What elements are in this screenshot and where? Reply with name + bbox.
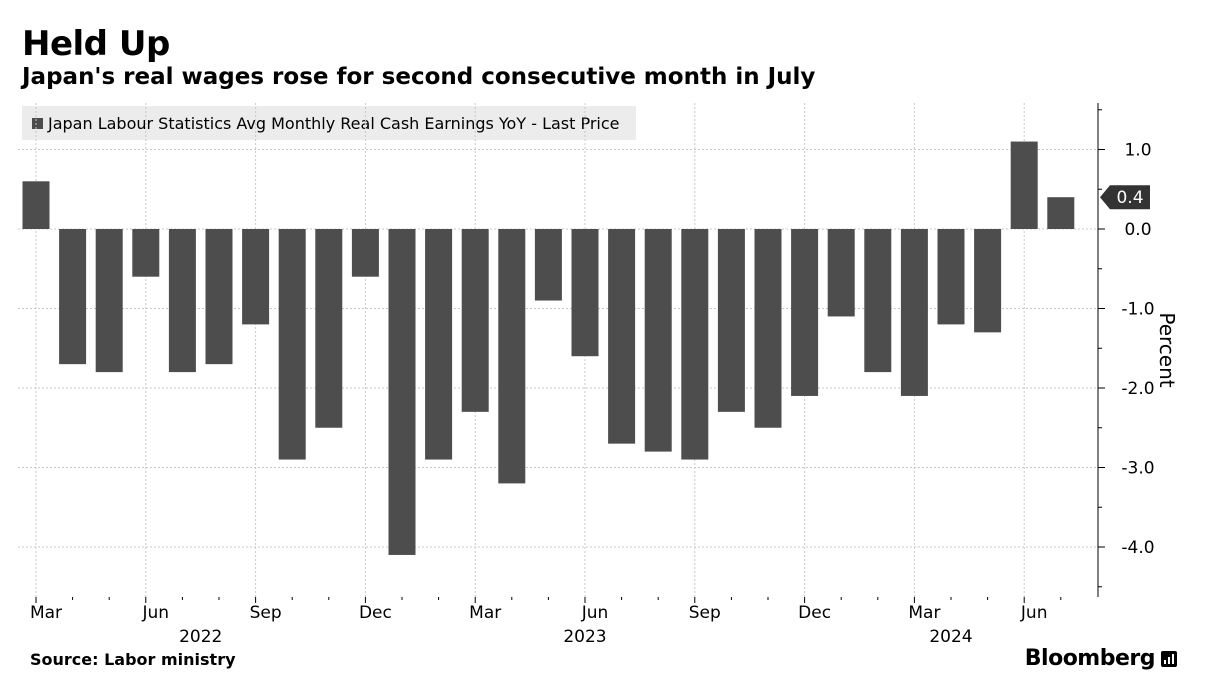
bar xyxy=(864,229,892,373)
chart-title: Held Up xyxy=(22,24,170,64)
bar xyxy=(278,229,306,460)
x-tick-label: Jun xyxy=(1020,603,1048,623)
x-tick-label: Jun xyxy=(581,603,609,623)
bar xyxy=(534,229,562,301)
x-tick-label: Dec xyxy=(798,603,831,623)
bar xyxy=(608,229,636,444)
legend-swatch xyxy=(32,117,43,129)
bar xyxy=(1010,141,1038,229)
source-note: Source: Labor ministry xyxy=(30,650,236,669)
y-tick-label: 0.0 xyxy=(1124,220,1151,240)
x-tick-label: Sep xyxy=(689,603,721,623)
x-tick-label: Dec xyxy=(359,603,392,623)
y-axis-label: Percent xyxy=(1155,312,1179,387)
x-year-label: 2023 xyxy=(563,627,606,647)
bar xyxy=(827,229,855,317)
bar xyxy=(791,229,819,396)
y-tick-label: -1.0 xyxy=(1121,300,1154,320)
bar xyxy=(425,229,453,460)
brand-name: Bloomberg xyxy=(1024,646,1156,671)
x-year-label: 2022 xyxy=(179,627,222,647)
bloomberg-terminal-icon xyxy=(1161,650,1177,667)
bar xyxy=(900,229,928,396)
bar xyxy=(351,229,379,277)
y-tick-label: -2.0 xyxy=(1121,379,1154,399)
bar xyxy=(22,181,50,229)
bar xyxy=(388,229,416,555)
bar xyxy=(168,229,196,373)
bar xyxy=(59,229,87,365)
x-tick-label: Mar xyxy=(469,603,501,623)
bar xyxy=(242,229,270,325)
bar xyxy=(132,229,160,277)
bar xyxy=(717,229,745,412)
bar xyxy=(571,229,599,357)
last-value-label: 0.4 xyxy=(1116,188,1143,208)
legend: Japan Labour Statistics Avg Monthly Real… xyxy=(22,106,636,140)
bar xyxy=(1047,197,1075,229)
bar xyxy=(754,229,782,428)
y-tick-label: -4.0 xyxy=(1121,538,1154,558)
chart-subtitle: Japan's real wages rose for second conse… xyxy=(22,64,816,90)
bar xyxy=(937,229,965,325)
x-tick-label: Sep xyxy=(250,603,282,623)
bar xyxy=(644,229,672,452)
bar xyxy=(974,229,1002,333)
x-tick-label: Mar xyxy=(30,603,62,623)
legend-label: Japan Labour Statistics Avg Monthly Real… xyxy=(48,113,620,133)
bar xyxy=(498,229,526,484)
x-tick-label: Mar xyxy=(908,603,940,623)
bar xyxy=(95,229,123,373)
brand-logo: Bloomberg xyxy=(1025,646,1177,671)
last-value-callout xyxy=(1100,185,1150,210)
bar xyxy=(461,229,489,412)
bar xyxy=(315,229,343,428)
x-tick-label: Jun xyxy=(142,603,170,623)
y-tick-label: -3.0 xyxy=(1121,459,1154,479)
bar xyxy=(205,229,233,365)
x-year-label: 2024 xyxy=(929,627,972,647)
y-tick-label: 1.0 xyxy=(1124,141,1151,161)
bar xyxy=(681,229,709,460)
